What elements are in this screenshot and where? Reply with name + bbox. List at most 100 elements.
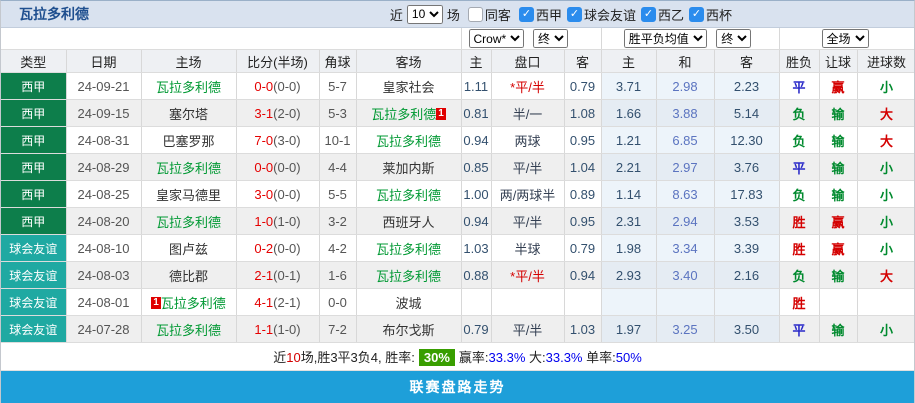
summary-part: 10 (286, 350, 301, 365)
same-away-checkbox[interactable]: ✓ 同客 (467, 5, 511, 24)
europe-home-odds-cell: 1.14 (601, 180, 657, 208)
checkbox-icon[interactable]: ✓ (566, 6, 582, 22)
date-cell: 24-08-25 (66, 180, 142, 208)
europe-draw-odds-cell: 3.40 (656, 261, 715, 289)
checkbox-icon[interactable]: ✓ (467, 6, 483, 22)
summary-part: 33.3% (488, 350, 526, 365)
halftime-score: (0-0) (273, 78, 301, 94)
league-filter-label: 西甲 (535, 7, 562, 23)
summary-part: 近 (273, 350, 287, 365)
footer-title: 联赛盘路走势 (409, 379, 506, 395)
asia-home-odds-cell: 1.11 (461, 72, 492, 100)
summary-part: 50% (615, 350, 642, 365)
column-header: 日期 (66, 49, 142, 73)
goals-result-cell: 小 (857, 207, 914, 235)
result-cell: 负 (779, 99, 820, 127)
asia-handicap-cell: 平/半 (491, 153, 565, 181)
league-type-cell: 球会友谊 (1, 261, 67, 289)
corners-cell: 7-2 (319, 315, 357, 343)
asia-away-odds-cell: 0.79 (564, 72, 602, 100)
checkbox-icon[interactable]: ✓ (640, 6, 656, 22)
summary-bar: 近10场,胜3平3负4, 胜率: 30% 赢率:33.3% 大:33.3% 单率:5… (1, 343, 914, 371)
checkbox-icon[interactable]: ✓ (688, 6, 704, 22)
date-cell: 24-08-10 (66, 234, 142, 262)
asia-home-odds-cell: 1.03 (461, 234, 492, 262)
goals-result-cell: 小 (857, 153, 914, 181)
halftime-score: (1-0) (273, 213, 301, 229)
halftime-score: (1-0) (273, 321, 301, 337)
result-cell: 胜 (779, 207, 820, 235)
table-row: 西甲 24-09-15 塞尔塔 3-1(2-0) 5-3 瓦拉多利德 1 0.81 半/一 1.0… (1, 99, 914, 127)
league-filter[interactable]: ✓ 西乙 (640, 5, 684, 24)
date-cell: 24-08-29 (66, 153, 142, 181)
checkbox-icon[interactable]: ✓ (518, 6, 534, 22)
league-filter-label: 西乙 (657, 7, 684, 23)
score-cell: 0-0(0-0) (236, 153, 320, 181)
league-filter[interactable]: ✓ 西甲 (518, 5, 562, 24)
corners-cell: 5-3 (319, 99, 357, 127)
league-type-cell: 球会友谊 (1, 234, 67, 262)
score-cell: 0-0(0-0) (236, 72, 320, 100)
asia-away-odds-cell: 0.89 (564, 180, 602, 208)
europe-avg-select[interactable]: 胜平负均值 (623, 29, 707, 48)
result-cell: 平 (779, 72, 820, 100)
europe-away-odds-cell: 2.23 (714, 72, 780, 100)
fulltime-score: 0-0 (254, 78, 274, 94)
europe-draw-odds-cell: 3.25 (656, 315, 715, 343)
europe-draw-odds-cell: 8.63 (656, 180, 715, 208)
league-filter[interactable]: ✓ 西杯 (688, 5, 732, 24)
column-header: 客 (714, 49, 780, 73)
column-header: 客 (564, 49, 602, 73)
team-name: 布尔戈斯 (382, 322, 435, 338)
fulltime-score: 3-1 (254, 105, 274, 121)
home-team-cell: 塞尔塔 (141, 99, 237, 127)
league-type-cell: 西甲 (1, 180, 67, 208)
column-header: 客场 (356, 49, 462, 73)
bookmaker-select[interactable]: Crow* (468, 29, 524, 48)
europe-odds-time-select[interactable]: 终 (716, 29, 752, 48)
scope-filter-cell: 全场 (779, 28, 914, 50)
score-cell: 0-2(0-0) (236, 234, 320, 262)
league-type-cell: 西甲 (1, 153, 67, 181)
summary-part: 单率: (582, 350, 616, 365)
asia-handicap-cell: *平/半 (491, 72, 565, 100)
asia-handicap-cell: 半球 (491, 234, 565, 262)
fulltime-score: 1-0 (254, 213, 274, 229)
team-name: 塞尔塔 (168, 106, 208, 122)
column-header: 盘口 (491, 49, 565, 73)
asia-away-odds-cell: 0.95 (564, 207, 602, 235)
away-team-cell: 瓦拉多利德 (356, 234, 462, 262)
europe-home-odds-cell: 2.31 (601, 207, 657, 235)
column-header-row: 类型 日期 主场 比分(半场) 角球 客场主盘口客主和客胜负 让球 进球数 (1, 49, 914, 73)
column-header: 类型 (1, 49, 67, 73)
date-cell: 24-08-20 (66, 207, 142, 235)
handicap-result-cell: 输 (819, 99, 858, 127)
corners-cell: 5-7 (319, 72, 357, 100)
home-team-cell: 瓦拉多利德 (141, 207, 237, 235)
league-filter[interactable]: ✓ 球会友谊 (566, 5, 636, 24)
asia-home-odds-cell: 0.81 (461, 99, 492, 127)
halftime-score: (0-0) (273, 240, 301, 256)
summary-part: 33.3% (545, 350, 583, 365)
date-cell: 24-07-28 (66, 315, 142, 343)
summary-part: 30% (418, 349, 455, 366)
halftime-score: (2-0) (273, 105, 301, 121)
column-header: 进球数 (857, 49, 914, 73)
halftime-score: (0-0) (273, 186, 301, 202)
corners-cell: 4-4 (319, 153, 357, 181)
europe-draw-odds-cell (656, 288, 715, 316)
match-scope-select[interactable]: 全场 (821, 29, 869, 48)
league-type-cell: 西甲 (1, 72, 67, 100)
asia-odds-time-select[interactable]: 终 (532, 29, 568, 48)
result-cell: 负 (779, 261, 820, 289)
title-bar: 瓦拉多利德 近 10 场 ✓ 同客 ✓西甲✓球会友谊✓西乙✓西杯 (1, 1, 914, 28)
europe-draw-odds-cell: 3.88 (656, 99, 715, 127)
column-header: 比分(半场) (236, 49, 320, 73)
team-name: 皇家马德里 (155, 187, 221, 203)
asia-home-odds-cell: 1.00 (461, 180, 492, 208)
recent-count-select[interactable]: 10 (406, 4, 443, 24)
team-name: 莱加内斯 (382, 160, 435, 176)
halftime-score: (0-1) (273, 267, 301, 283)
column-header: 主场 (141, 49, 237, 73)
